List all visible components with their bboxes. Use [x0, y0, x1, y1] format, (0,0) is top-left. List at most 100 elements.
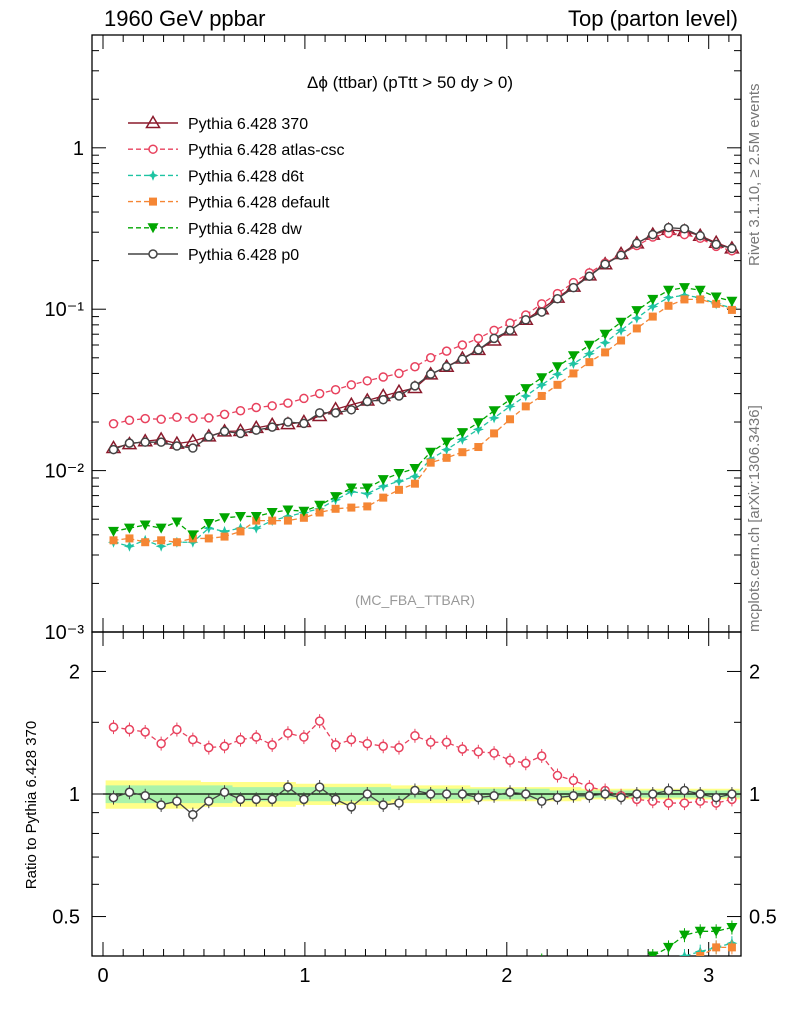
ratio-y-tick-label-right: 2 [749, 661, 760, 683]
ratio-series-pythia-6-428-default [696, 940, 736, 956]
data-point [568, 282, 579, 293]
data-point [172, 412, 182, 423]
data-point [267, 422, 277, 432]
data-point [409, 470, 421, 482]
data-point [123, 540, 135, 552]
data-point [521, 402, 530, 411]
ratio-data-point [726, 922, 738, 933]
ratio-data-point [410, 785, 420, 796]
ratio-data-point [648, 789, 658, 799]
data-point [346, 380, 357, 390]
data-point [330, 408, 341, 418]
ratio-series-pythia-6-428-dw [536, 920, 738, 956]
ratio-data-point [473, 792, 484, 803]
ratio-data-point [425, 737, 436, 748]
ratio-data-point [552, 792, 563, 803]
data-point [188, 413, 198, 424]
analysis-watermark: (MC_FBA_TTBAR) [355, 592, 475, 608]
data-point [425, 447, 437, 458]
legend-entry-label: Pythia 6.428 d6t [188, 168, 304, 185]
legend-entry-label: Pythia 6.428 default [188, 195, 330, 212]
data-point [155, 523, 167, 534]
data-point [632, 324, 641, 333]
data-point [584, 271, 595, 282]
series-line [113, 294, 733, 547]
main-plot-frame: 10⁻³ 10⁻² 10⁻¹ 1 [45, 34, 742, 644]
ratio-data-point [712, 943, 721, 952]
ratio-data-point [489, 791, 499, 801]
data-point [664, 301, 673, 310]
data-point [583, 348, 595, 360]
data-point [425, 369, 436, 379]
data-point [456, 433, 468, 445]
data-point [362, 396, 373, 407]
ratio-data-point [140, 727, 150, 737]
ratio-data-point [330, 740, 341, 750]
ratio-data-point [536, 751, 547, 761]
data-point [267, 401, 277, 411]
ratio-series-line [113, 720, 733, 804]
ratio-series-line [113, 786, 733, 816]
data-point [410, 362, 420, 372]
ratio-data-point [124, 787, 135, 797]
ratio-data-point [678, 950, 690, 956]
data-point [600, 259, 610, 269]
data-point [711, 239, 721, 250]
data-point [378, 394, 388, 405]
data-point [696, 295, 705, 304]
ratio-y-axis-label: Ratio to Pythia 6.428 370 [23, 721, 40, 889]
data-point [187, 530, 199, 541]
data-point [251, 425, 261, 435]
data-point [615, 324, 627, 336]
mcplots-reference-label: mcplots.cern.ch [arXiv:1306.3436] [746, 405, 763, 632]
data-point [219, 409, 230, 420]
ratio-data-point [600, 789, 610, 799]
data-point [379, 493, 388, 502]
ratio-data-point [711, 792, 721, 803]
data-point [488, 406, 500, 417]
data-point [330, 492, 342, 503]
data-point [425, 353, 436, 363]
ratio-data-point [568, 791, 579, 801]
data-point [314, 388, 325, 399]
ratio-series-line [698, 946, 732, 956]
ratio-y-tick-label-right: 0.5 [749, 907, 777, 929]
ratio-data-point [536, 955, 548, 956]
ratio-series-pythia-6-428-p0 [108, 780, 737, 822]
data-point [172, 441, 182, 451]
data-point [409, 464, 421, 475]
data-point [378, 372, 388, 382]
data-point [536, 373, 548, 384]
ratio-data-point [679, 785, 690, 796]
data-point [363, 502, 372, 511]
ratio-series-group [108, 714, 738, 956]
ratio-data-point [679, 798, 690, 808]
ratio-data-point [663, 942, 675, 953]
data-point [663, 292, 675, 304]
data-point [204, 413, 214, 423]
ratio-data-point [346, 802, 357, 812]
data-point [726, 296, 738, 307]
ratio-x-tick-label: 2 [501, 965, 512, 987]
data-point [235, 428, 246, 439]
ratio-data-point [378, 800, 388, 810]
data-point [490, 429, 499, 438]
data-point [712, 299, 721, 308]
data-point [282, 510, 294, 522]
legend-marker [145, 115, 161, 129]
series-pythia-6-428-p0 [108, 222, 737, 455]
data-point [394, 391, 404, 401]
data-point [157, 536, 166, 545]
data-point [457, 354, 468, 364]
ratio-data-point [473, 746, 484, 757]
ratio-data-point [235, 794, 246, 805]
legend-marker [148, 249, 158, 259]
main-y-tick-label: 10⁻² [45, 461, 85, 483]
data-point [489, 333, 499, 344]
data-point [727, 305, 736, 314]
series-pythia-6-428-d6t [107, 289, 738, 552]
data-point [109, 536, 118, 545]
data-point [219, 426, 230, 437]
ratio-data-point [188, 809, 198, 820]
